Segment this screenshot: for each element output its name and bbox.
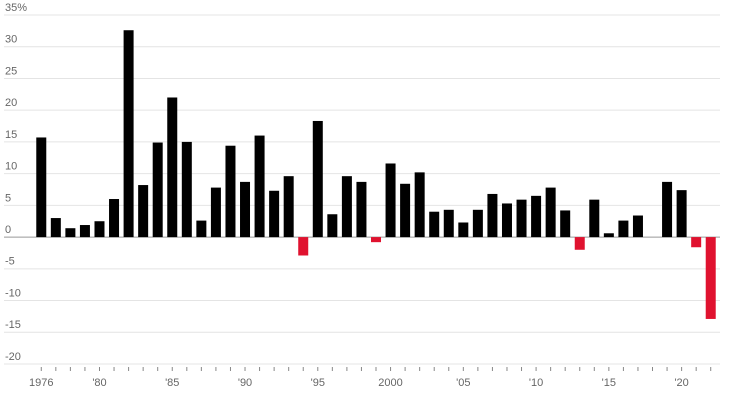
y-tick-label: 10: [5, 161, 17, 173]
x-tick-label: 2000: [378, 377, 402, 389]
bar: [516, 199, 527, 238]
y-tick-label: -20: [5, 351, 21, 363]
y-tick-label: 20: [5, 97, 17, 109]
y-tick-label: -10: [5, 287, 21, 299]
y-tick-label: 25: [5, 65, 17, 77]
bar: [560, 210, 571, 238]
bar: [603, 233, 614, 238]
y-tick-label: -15: [5, 319, 21, 331]
x-tick-label: '90: [238, 377, 252, 389]
bar: [36, 137, 47, 238]
bar: [414, 172, 425, 238]
bar: [458, 222, 469, 238]
bar: [225, 145, 236, 238]
bar: [210, 187, 221, 238]
x-tick-label: '85: [165, 377, 179, 389]
y-tick-label: 15: [5, 129, 17, 141]
bar: [138, 185, 149, 238]
bar: [371, 237, 381, 243]
bar: [298, 237, 309, 256]
bar: [632, 215, 643, 238]
x-tick-label: '80: [92, 377, 106, 389]
bar: [501, 203, 512, 238]
x-tick-label: 1976: [29, 377, 53, 389]
bar: [429, 211, 440, 238]
bar: [341, 176, 352, 238]
x-tick-label: '15: [602, 377, 616, 389]
bar: [283, 176, 294, 238]
bar: [312, 120, 323, 238]
bar: [705, 237, 716, 319]
bar: [385, 163, 396, 238]
x-tick-label: '95: [311, 377, 325, 389]
bar: [123, 30, 134, 238]
bar: [618, 220, 629, 238]
y-tick-label: 5: [5, 192, 11, 204]
bar: [443, 209, 454, 238]
bar: [691, 237, 702, 248]
bar: [327, 214, 338, 238]
bar: [167, 97, 178, 238]
bar: [531, 195, 542, 238]
bar: [662, 181, 673, 238]
y-tick-label: 0: [5, 224, 11, 236]
bar: [50, 218, 61, 238]
bar: [196, 220, 207, 238]
bar: [545, 187, 556, 238]
bar: [589, 199, 600, 238]
x-tick-label: '10: [529, 377, 543, 389]
bar: [94, 221, 105, 238]
y-tick-label: -5: [5, 256, 15, 268]
bar: [181, 141, 192, 238]
bar: [240, 181, 251, 238]
bar: [254, 135, 265, 238]
y-tick-label: 35%: [5, 2, 27, 14]
bar: [400, 183, 411, 238]
bar: [487, 193, 498, 238]
bar: [356, 181, 367, 238]
y-tick-label: 30: [5, 34, 17, 46]
bar: [65, 228, 76, 238]
bar: [109, 199, 120, 238]
bar: [152, 142, 163, 238]
bar: [574, 237, 585, 250]
bar: [676, 190, 687, 238]
bar: [472, 209, 483, 238]
bar: [79, 225, 90, 238]
x-tick-label: '05: [456, 377, 470, 389]
x-tick-label: '20: [674, 377, 688, 389]
bar: [269, 190, 280, 238]
